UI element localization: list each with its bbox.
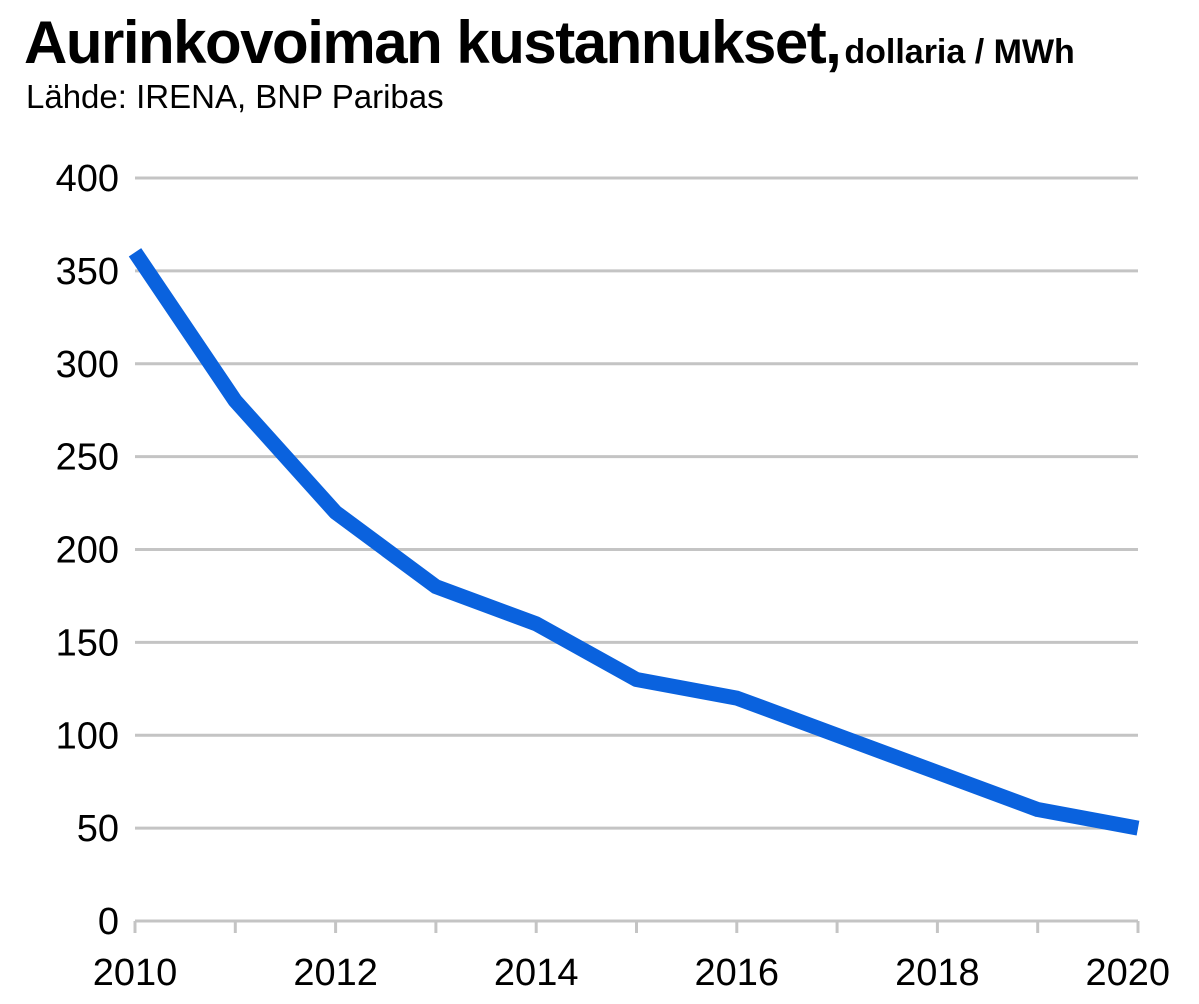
- chart-title: Aurinkovoiman kustannukset,: [24, 9, 842, 76]
- data-point-2011: [235, 400, 236, 401]
- y-tick-label-150: 150: [56, 622, 119, 664]
- series-group: [128, 248, 1140, 836]
- y-tick-label-350: 350: [56, 251, 119, 293]
- chart-unit: dollaria / MWh: [844, 33, 1075, 71]
- data-point-2012: [335, 512, 336, 513]
- x-tick-label-2014: 2014: [494, 952, 579, 994]
- y-tick-label-250: 250: [56, 437, 119, 479]
- x-axis: [133, 919, 1140, 933]
- data-point-2014: [536, 623, 537, 624]
- data-point-2010: [135, 252, 136, 253]
- x-tick-label-2012: 2012: [293, 952, 378, 994]
- y-tick-label-50: 50: [77, 808, 119, 850]
- x-tick-label-2016: 2016: [695, 952, 780, 994]
- data-point-2013: [435, 586, 436, 587]
- x-tick-label-2010: 2010: [93, 952, 178, 994]
- y-tick-label-300: 300: [56, 344, 119, 386]
- data-point-2020: [1138, 828, 1139, 829]
- data-point-2017: [837, 735, 838, 736]
- data-point-2019: [1037, 809, 1038, 810]
- chart-title-row: Aurinkovoiman kustannukset, dollaria / M…: [24, 8, 1075, 77]
- y-tick-label-100: 100: [56, 715, 119, 757]
- y-tick-label-400: 400: [56, 158, 119, 200]
- data-point-2015: [636, 679, 637, 680]
- y-tick-label-200: 200: [56, 530, 119, 572]
- x-axis-labels: 2010 2012 2014 2016 2018 2020: [93, 952, 1170, 994]
- data-point-2016: [736, 698, 737, 699]
- gridlines: [135, 176, 1138, 830]
- x-tick-label-2020: 2020: [1085, 952, 1170, 994]
- y-tick-label-0: 0: [98, 901, 119, 943]
- data-point-2018: [937, 772, 938, 773]
- chart-source: Lähde: IRENA, BNP Paribas: [26, 78, 444, 115]
- series-line-0: [128, 248, 1140, 836]
- x-tick-label-2018: 2018: [895, 952, 980, 994]
- y-axis-labels: 0 50 100 150 200 250 300 350 400: [56, 158, 119, 943]
